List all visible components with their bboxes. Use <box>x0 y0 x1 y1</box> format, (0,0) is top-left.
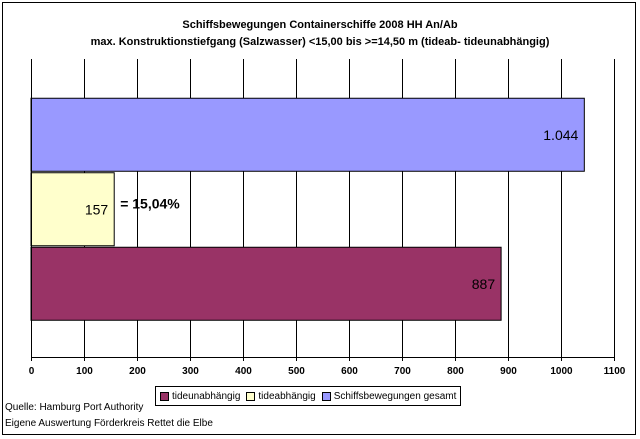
legend-swatch <box>246 392 255 401</box>
legend-label: tideunabhängig <box>172 391 240 402</box>
x-tick-label: 400 <box>235 366 252 377</box>
x-tick-label: 900 <box>500 366 517 377</box>
x-tick-label: 0 <box>29 366 35 377</box>
bar-data-label: 1.044 <box>543 127 578 143</box>
legend-item: tideabhängig <box>246 391 315 402</box>
x-tick-label: 100 <box>76 366 93 377</box>
legend-label: tideabhängig <box>258 391 315 402</box>
x-tick-label: 500 <box>288 366 305 377</box>
bar-data-label: 887 <box>472 276 496 292</box>
bar <box>31 98 584 171</box>
source-line-2: Eigene Auswertung Förderkreis Rettet die… <box>5 418 213 429</box>
x-tick-label: 200 <box>129 366 146 377</box>
x-tick-label: 1100 <box>604 366 626 377</box>
x-tick-label: 800 <box>447 366 464 377</box>
legend-item: Schiffsbewegungen gesamt <box>322 391 457 402</box>
x-tick-label: 700 <box>394 366 411 377</box>
legend-swatch <box>160 392 169 401</box>
bar <box>31 247 501 320</box>
bar-data-label: 157 <box>85 201 109 217</box>
x-tick-label: 300 <box>182 366 199 377</box>
x-tick-label: 600 <box>341 366 358 377</box>
legend-swatch <box>322 392 331 401</box>
bar-annotation: = 15,04% <box>120 195 180 211</box>
source-line-1: Quelle: Hamburg Port Authority <box>5 402 143 413</box>
x-tick-label: 1000 <box>550 366 573 377</box>
legend: tideunabhängig tideabhängig Schiffsbewegun… <box>155 386 461 406</box>
legend-item: tideunabhängig <box>160 391 240 402</box>
legend-label: Schiffsbewegungen gesamt <box>334 391 457 402</box>
